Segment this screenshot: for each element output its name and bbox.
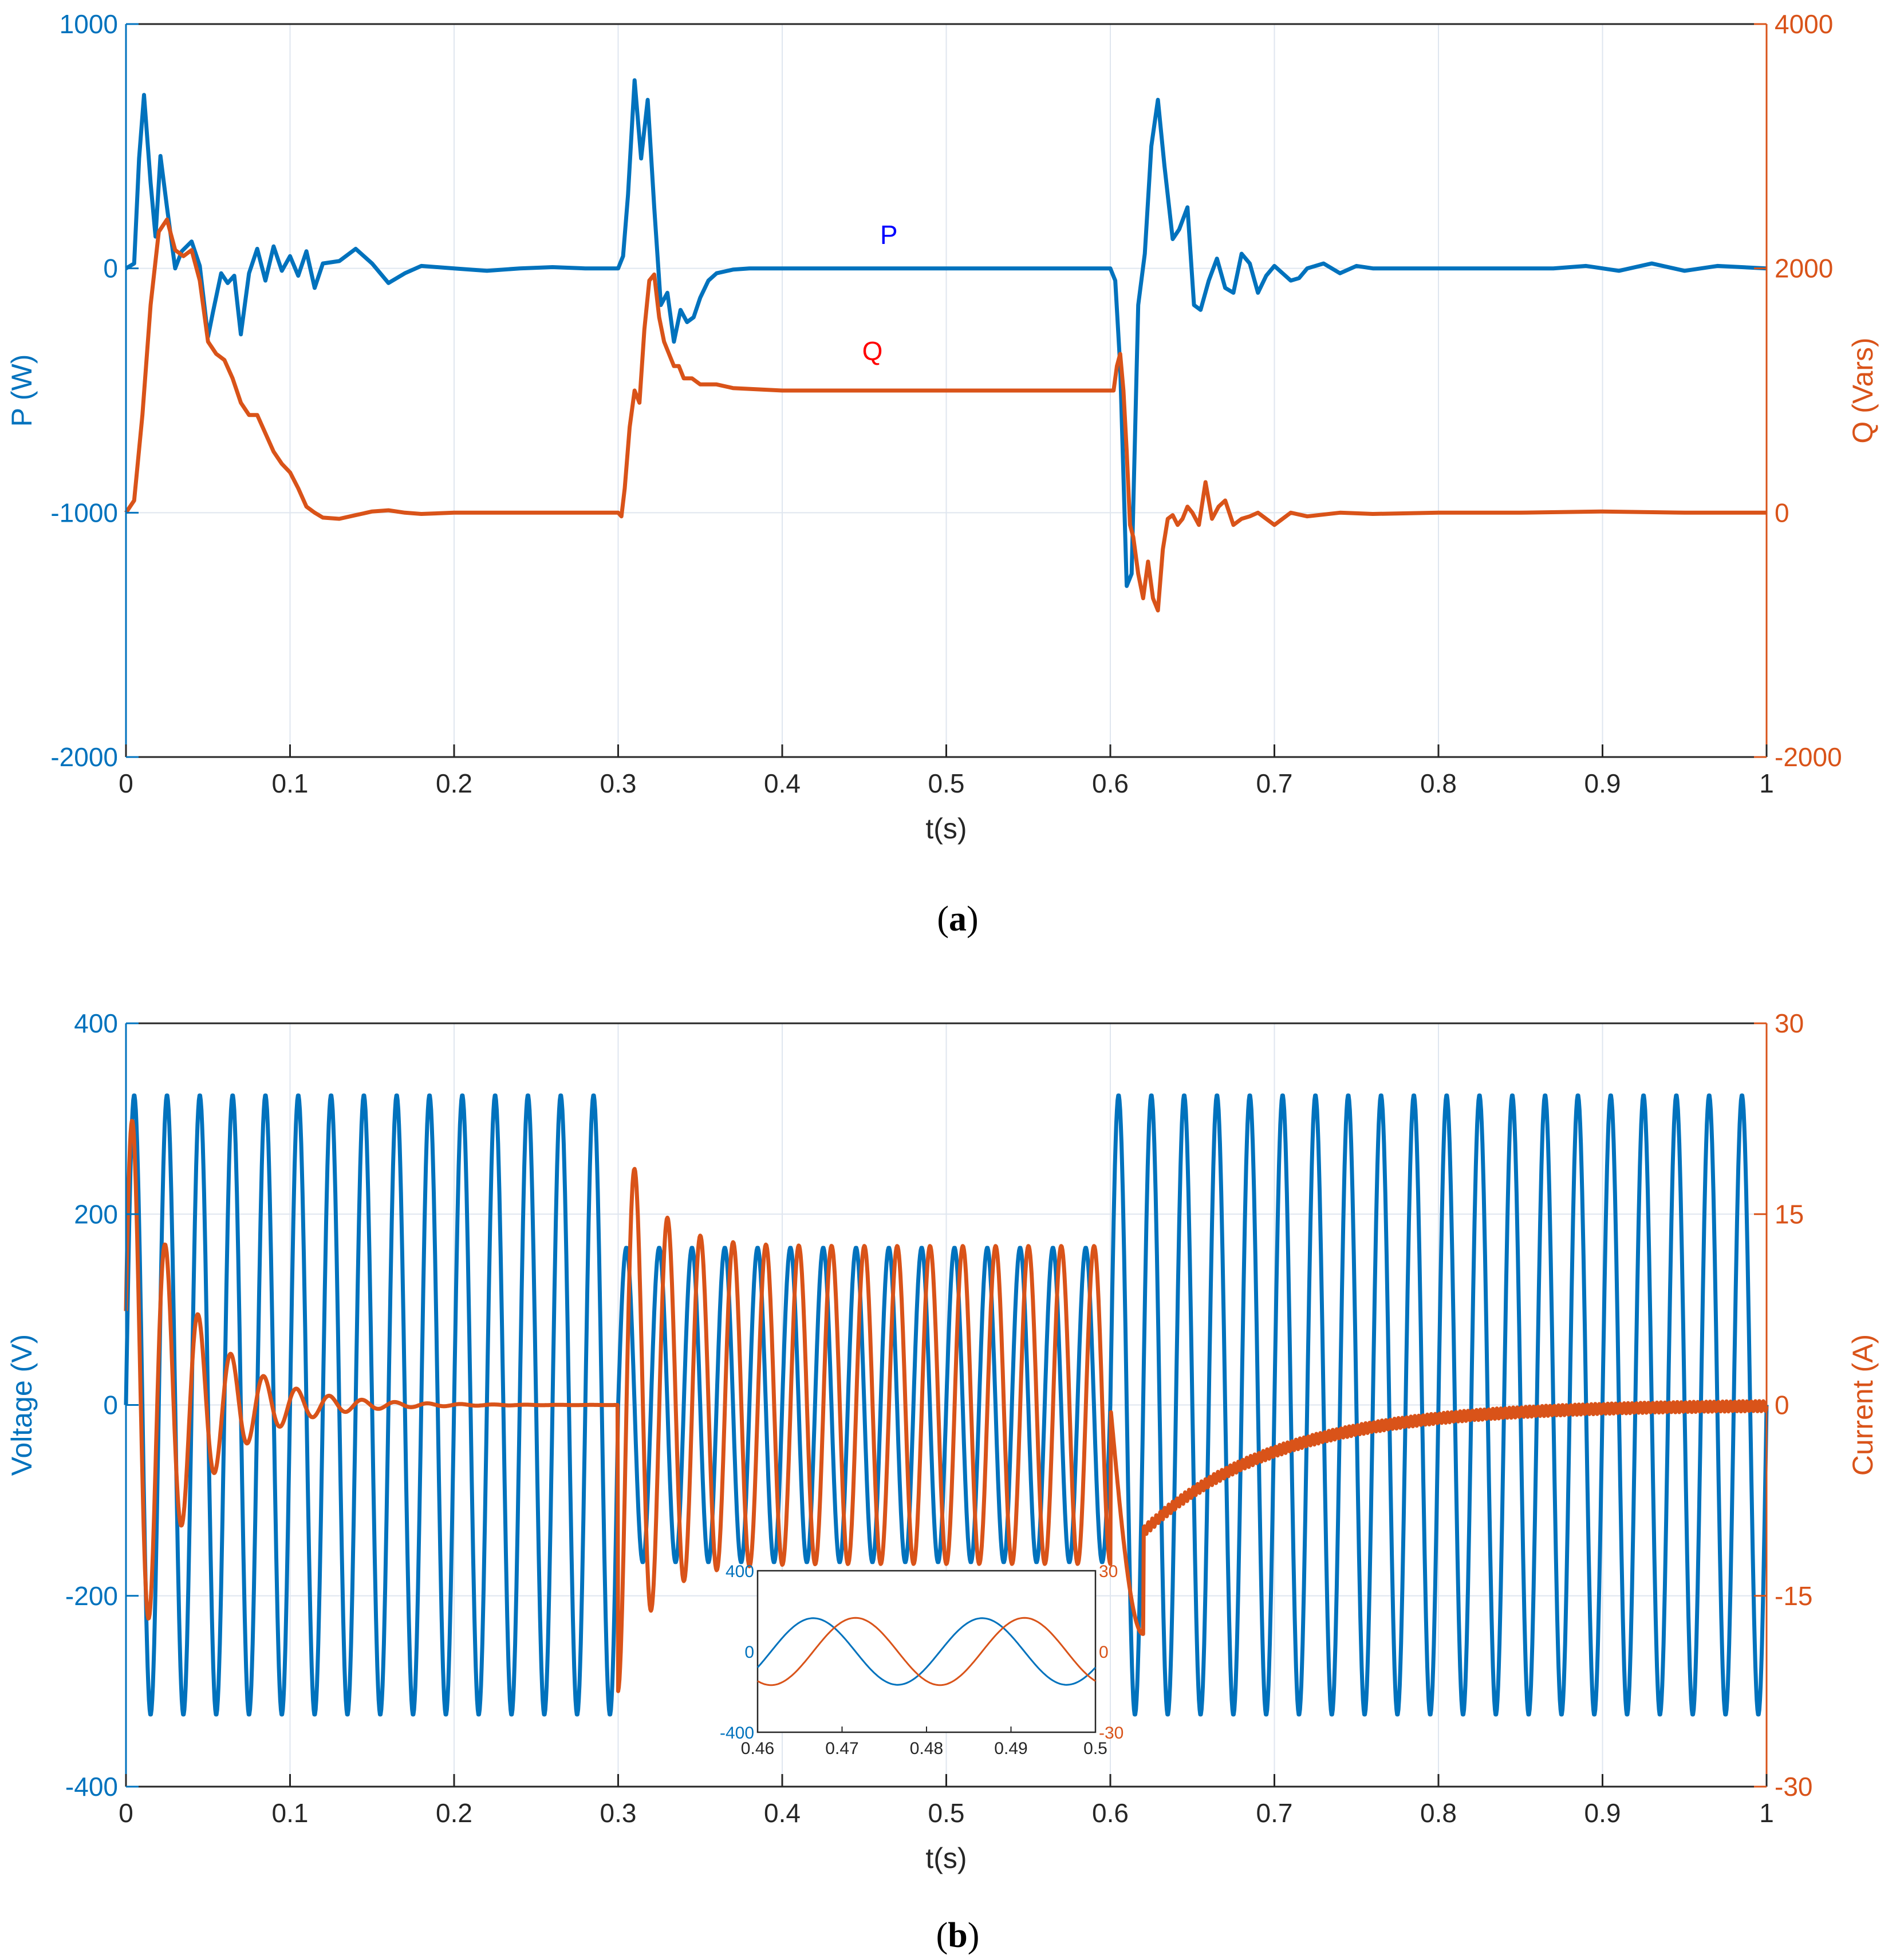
y-left-tick-label: -2000 bbox=[50, 742, 118, 772]
series-voltage-line bbox=[124, 1093, 1769, 1717]
caption-close: ) bbox=[968, 1916, 980, 1955]
inset-plot: 0.46 0.47 0.48 0.49 0.5 400 0 -400 30 0 -30 bbox=[720, 1562, 1124, 1758]
y-left-tick-label: 1000 bbox=[60, 9, 118, 39]
x-tick-label: 0.3 bbox=[600, 1798, 637, 1828]
y-right-tick-label: 15 bbox=[1775, 1199, 1804, 1229]
y-left-axis-label: P (W) bbox=[6, 354, 38, 427]
inset-x-tick-label: 0.49 bbox=[994, 1739, 1027, 1758]
panel-b: 0 0.1 0.2 0.3 0.4 0.5 0.6 0.7 0.8 0.9 1 400 200 0 -200… bbox=[6, 1008, 1879, 1955]
y-left-axis-label: Voltage (V) bbox=[6, 1334, 38, 1476]
y-right-tick-label: 4000 bbox=[1775, 9, 1833, 39]
x-tick-label: 0.1 bbox=[272, 768, 309, 798]
inset-x-tick-label: 0.46 bbox=[741, 1739, 774, 1758]
inset-background bbox=[756, 1570, 1097, 1733]
x-tick-label: 1 bbox=[1759, 1798, 1774, 1828]
x-tick-label: 0.1 bbox=[272, 1798, 309, 1828]
x-tick-label: 0.3 bbox=[600, 768, 637, 798]
panel-caption: (a) bbox=[937, 900, 978, 939]
inset-y-right-tick-label: -30 bbox=[1099, 1724, 1124, 1743]
x-tick-label: 0.4 bbox=[764, 1798, 801, 1828]
x-tick-label: 0.5 bbox=[928, 1798, 965, 1828]
y-right-axis-label: Q (Vars) bbox=[1847, 337, 1879, 443]
x-tick-label: 0.2 bbox=[436, 1798, 472, 1828]
panel-caption: (b) bbox=[936, 1916, 980, 1955]
inset-x-tick-label: 0.5 bbox=[1083, 1739, 1107, 1758]
x-tick-label: 0.7 bbox=[1256, 1798, 1293, 1828]
x-axis-label: t(s) bbox=[925, 813, 967, 845]
caption-close: ) bbox=[967, 900, 979, 939]
inset-y-right-tick-label: 0 bbox=[1099, 1643, 1109, 1662]
x-tick-label: 0.6 bbox=[1092, 1798, 1129, 1828]
inset-y-left-tick-label: 0 bbox=[744, 1643, 754, 1662]
inset-y-left-tick-label: -400 bbox=[720, 1724, 754, 1743]
inset-y-right-tick-label: 30 bbox=[1099, 1562, 1118, 1581]
x-tick-label: 0 bbox=[119, 768, 133, 798]
caption-letter: b bbox=[948, 1916, 967, 1955]
x-tick-label: 0.9 bbox=[1584, 768, 1621, 798]
caption-open: ( bbox=[936, 1916, 948, 1955]
series-p-line bbox=[125, 78, 1767, 588]
y-right-tick-label: 0 bbox=[1775, 1390, 1789, 1420]
annotation-p: P bbox=[880, 220, 898, 250]
x-tick-label: 0.8 bbox=[1420, 1798, 1457, 1828]
series-q-line bbox=[124, 217, 1767, 613]
series-current-line bbox=[124, 1118, 1769, 1693]
y-left-tick-label: 200 bbox=[74, 1199, 118, 1229]
y-right-tick-label: 0 bbox=[1775, 498, 1789, 527]
x-tick-label: 0.9 bbox=[1584, 1798, 1621, 1828]
y-left-tick-label: 0 bbox=[103, 254, 118, 283]
y-left-tick-label: -400 bbox=[65, 1772, 118, 1802]
x-tick-label: 0.8 bbox=[1420, 768, 1457, 798]
caption-open: ( bbox=[937, 900, 949, 939]
caption-letter: a bbox=[949, 900, 967, 939]
x-axis-label: t(s) bbox=[925, 1842, 967, 1874]
x-tick-label: 0.4 bbox=[764, 768, 801, 798]
y-left-tick-label: 400 bbox=[74, 1008, 118, 1038]
y-right-tick-label: -30 bbox=[1775, 1772, 1812, 1802]
inset-current-line bbox=[757, 1617, 1096, 1686]
inset-y-left-tick-label: 400 bbox=[726, 1562, 754, 1581]
y-right-tick-label: 30 bbox=[1775, 1008, 1804, 1038]
y-right-tick-label: 2000 bbox=[1775, 254, 1833, 283]
inset-x-tick-label: 0.47 bbox=[825, 1739, 858, 1758]
annotation-q: Q bbox=[862, 336, 883, 366]
x-tick-label: 0 bbox=[119, 1798, 133, 1828]
inset-voltage-line bbox=[756, 1617, 1097, 1686]
y-left-tick-label: -1000 bbox=[50, 498, 118, 527]
panel-a: 0 0.1 0.2 0.3 0.4 0.5 0.6 0.7 0.8 0.9 1 1000 0 -1000 -… bbox=[6, 9, 1879, 939]
x-tick-label: 1 bbox=[1759, 768, 1774, 798]
x-tick-label: 0.2 bbox=[436, 768, 472, 798]
inset-x-tick-label: 0.48 bbox=[910, 1739, 943, 1758]
x-tick-label: 0.6 bbox=[1092, 768, 1129, 798]
x-tick-label: 0.5 bbox=[928, 768, 965, 798]
x-tick-label: 0.7 bbox=[1256, 768, 1293, 798]
y-left-tick-label: -200 bbox=[65, 1581, 118, 1611]
y-left-tick-label: 0 bbox=[103, 1390, 118, 1420]
y-right-tick-label: -2000 bbox=[1775, 742, 1842, 772]
y-right-axis-label: Current (A) bbox=[1847, 1334, 1879, 1476]
y-right-tick-label: -15 bbox=[1775, 1581, 1812, 1611]
